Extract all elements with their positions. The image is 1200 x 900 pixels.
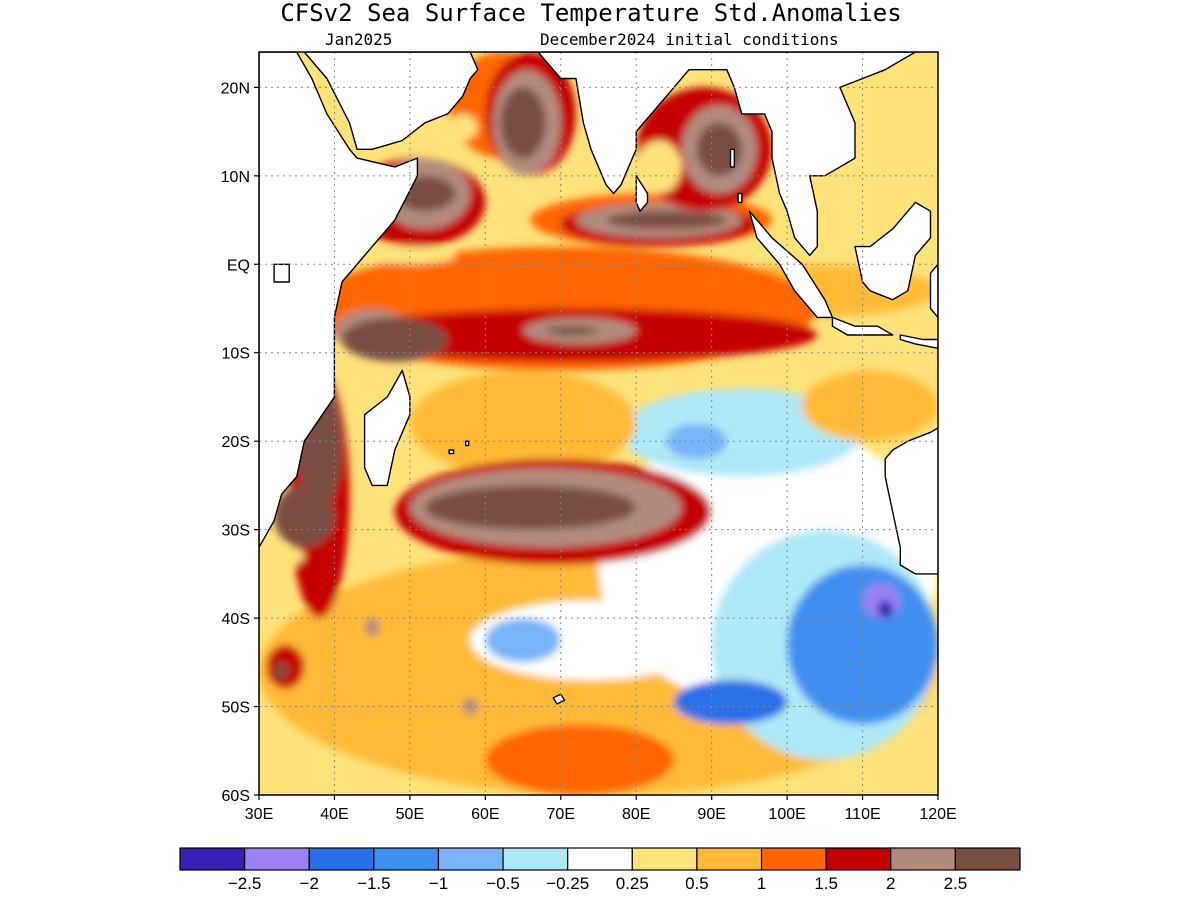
colorbar-label: 2.5 bbox=[944, 874, 968, 893]
lon-tick-label: 60E bbox=[471, 806, 499, 823]
lon-tick-label: 70E bbox=[547, 806, 575, 823]
land-masses bbox=[259, 52, 938, 705]
anomaly-region-3 bbox=[485, 618, 561, 663]
anomaly-region-31 bbox=[606, 211, 727, 229]
lon-tick-label: 110E bbox=[844, 806, 880, 823]
anomaly-region-1 bbox=[485, 724, 674, 795]
colorbar-swatch-3 bbox=[373, 847, 440, 871]
chart-subtitle-month: Jan2025 bbox=[325, 30, 392, 49]
colorbar-label: −1.5 bbox=[357, 874, 391, 893]
anomaly-region-20 bbox=[545, 326, 599, 336]
anomaly-region-35 bbox=[636, 140, 682, 194]
land-reunion bbox=[448, 449, 455, 455]
latitude-axis: 20N 10N EQ 10S 20S 30S 40S 50S 60S bbox=[221, 80, 259, 805]
anomaly-region-46 bbox=[274, 547, 305, 566]
lon-tick-label: 120E bbox=[919, 806, 956, 823]
land-arabia bbox=[303, 52, 479, 151]
colorbar-swatch-9 bbox=[760, 847, 827, 871]
lon-tick-label: 100E bbox=[768, 806, 805, 823]
colorbar-swatch-12 bbox=[954, 847, 1021, 871]
land-borneo bbox=[854, 201, 932, 301]
land-java bbox=[831, 316, 894, 336]
colorbar-label: 0.5 bbox=[685, 874, 709, 893]
anomaly-region-43 bbox=[274, 662, 290, 681]
chart-title: CFSv2 Sea Surface Temperature Std.Anomal… bbox=[280, 0, 901, 27]
lat-tick-label: 30S bbox=[222, 523, 250, 540]
lon-tick-label: 40E bbox=[320, 806, 348, 823]
map-frame bbox=[258, 51, 939, 796]
chart-subtitle-conditions: December2024 initial conditions bbox=[540, 30, 839, 49]
anomaly-region-11 bbox=[877, 600, 893, 619]
colorbar-label: −1 bbox=[429, 874, 448, 893]
colorbar-label: −2.5 bbox=[228, 874, 262, 893]
lat-tick-label: 10N bbox=[221, 169, 250, 186]
lat-tick-label: EQ bbox=[227, 257, 250, 274]
anomaly-region-13 bbox=[802, 370, 938, 442]
longitude-axis: 30E 40E 50E 60E 70E 80E 90E 100E 110E 120E bbox=[245, 795, 957, 823]
anomaly-region-41 bbox=[424, 485, 637, 530]
lon-tick-label: 50E bbox=[396, 806, 424, 823]
colorbar-swatch-1 bbox=[244, 847, 310, 871]
anomaly-region-8 bbox=[787, 565, 938, 725]
lat-tick-label: 40S bbox=[222, 611, 250, 628]
colorbar-label: 1.5 bbox=[814, 874, 838, 893]
lon-tick-label: 30E bbox=[245, 806, 273, 823]
colorbar-swatch-5 bbox=[502, 847, 569, 871]
land-mauritius bbox=[465, 440, 470, 447]
anomaly-region-44 bbox=[364, 618, 380, 636]
lat-tick-label: 60S bbox=[222, 788, 250, 805]
land-nicobar bbox=[737, 192, 743, 204]
land-australia bbox=[884, 427, 938, 575]
colorbar-label: 1 bbox=[757, 874, 766, 893]
lat-tick-label: 20S bbox=[222, 434, 250, 451]
colorbar-swatch-2 bbox=[308, 847, 375, 871]
land-sulawesi bbox=[929, 263, 938, 319]
anomaly-region-48 bbox=[447, 113, 478, 141]
colorbar-swatch-11 bbox=[890, 847, 956, 871]
land-kerguelen bbox=[552, 693, 566, 705]
colorbar-label: 2 bbox=[886, 874, 895, 893]
anomaly-region-34 bbox=[696, 122, 742, 176]
colorbar-label: 0.25 bbox=[616, 874, 649, 893]
anomaly-region-27 bbox=[500, 87, 546, 159]
colorbar-swatch-10 bbox=[825, 847, 892, 871]
colorbar-swatch-7 bbox=[631, 847, 698, 871]
lon-tick-label: 80E bbox=[622, 806, 650, 823]
land-madagascar bbox=[363, 369, 411, 487]
colorbar: −2.5 −2 −1.5 −1 −0.5 −0.25 0.25 0.5 1 1.5 2 2.5 bbox=[179, 847, 1021, 893]
colorbar-swatch-0 bbox=[179, 847, 246, 871]
anomaly-region-18 bbox=[341, 317, 448, 362]
lat-tick-label: 50S bbox=[222, 700, 250, 717]
colorbar-label: −0.25 bbox=[546, 874, 589, 893]
anomaly-region-6 bbox=[666, 423, 727, 459]
map-plot-area bbox=[258, 51, 939, 796]
colorbar-label: −0.5 bbox=[486, 874, 520, 893]
lon-tick-label: 90E bbox=[697, 806, 725, 823]
colorbar-swatch-4 bbox=[437, 847, 504, 871]
lat-tick-label: 20N bbox=[221, 80, 250, 97]
anomaly-region-38 bbox=[274, 485, 335, 548]
anomaly-region-12 bbox=[409, 370, 637, 477]
graticule bbox=[259, 52, 938, 795]
land-lake-victoria bbox=[273, 263, 290, 283]
anomaly-region-47 bbox=[364, 246, 456, 265]
land-andaman bbox=[729, 148, 735, 168]
colorbar-swatch-6 bbox=[567, 847, 633, 871]
land-india bbox=[537, 52, 917, 257]
anomaly-field bbox=[259, 52, 938, 795]
colorbar-label: −2 bbox=[300, 874, 319, 893]
colorbar-swatch-8 bbox=[696, 847, 763, 871]
land-lesser-sunda bbox=[899, 334, 938, 349]
anomaly-region-9 bbox=[673, 680, 788, 725]
lat-tick-label: 10S bbox=[222, 346, 250, 363]
